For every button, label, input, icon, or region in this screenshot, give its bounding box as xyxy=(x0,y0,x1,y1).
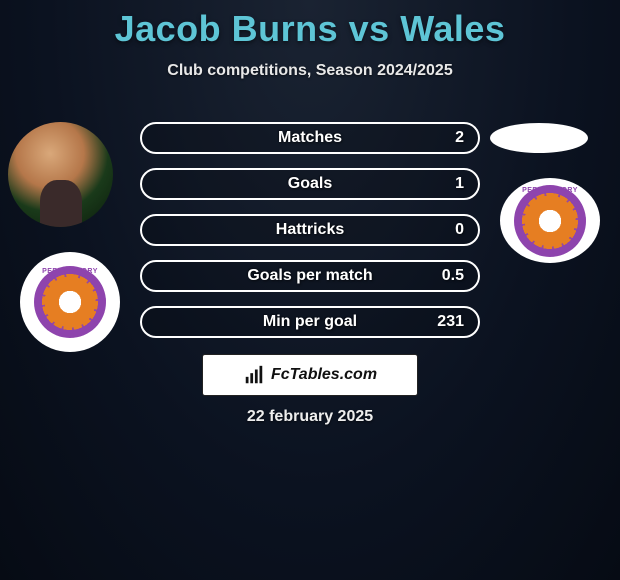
stat-value: 0 xyxy=(455,221,464,239)
page-subtitle: Club competitions, Season 2024/2025 xyxy=(0,62,620,80)
stat-label: Goals per match xyxy=(247,267,372,285)
stat-label: Goals xyxy=(288,175,332,193)
perth-glory-crest-icon xyxy=(514,185,586,257)
player-photo xyxy=(8,122,113,227)
stat-row-goals: Goals 1 xyxy=(140,168,480,200)
stat-row-min-per-goal: Min per goal 231 xyxy=(140,306,480,338)
generated-date: 22 february 2025 xyxy=(0,408,620,426)
perth-glory-crest-icon xyxy=(34,266,106,338)
stats-list: Matches 2 Goals 1 Hattricks 0 Goals per … xyxy=(140,122,480,352)
stat-row-goals-per-match: Goals per match 0.5 xyxy=(140,260,480,292)
watermark-badge: FcTables.com xyxy=(202,354,418,396)
stat-value: 1 xyxy=(455,175,464,193)
stat-value: 0.5 xyxy=(442,267,464,285)
opponent-badge xyxy=(490,123,588,153)
bar-chart-icon xyxy=(243,364,265,386)
page-title: Jacob Burns vs Wales xyxy=(0,0,620,50)
stat-value: 231 xyxy=(437,313,464,331)
stat-label: Min per goal xyxy=(263,313,357,331)
stat-label: Hattricks xyxy=(276,221,344,239)
stat-label: Matches xyxy=(278,129,342,147)
player-club-badge xyxy=(20,252,120,352)
opponent-club-badge xyxy=(500,178,600,263)
stat-value: 2 xyxy=(455,129,464,147)
watermark-text: FcTables.com xyxy=(271,366,377,384)
stat-row-matches: Matches 2 xyxy=(140,122,480,154)
stat-row-hattricks: Hattricks 0 xyxy=(140,214,480,246)
